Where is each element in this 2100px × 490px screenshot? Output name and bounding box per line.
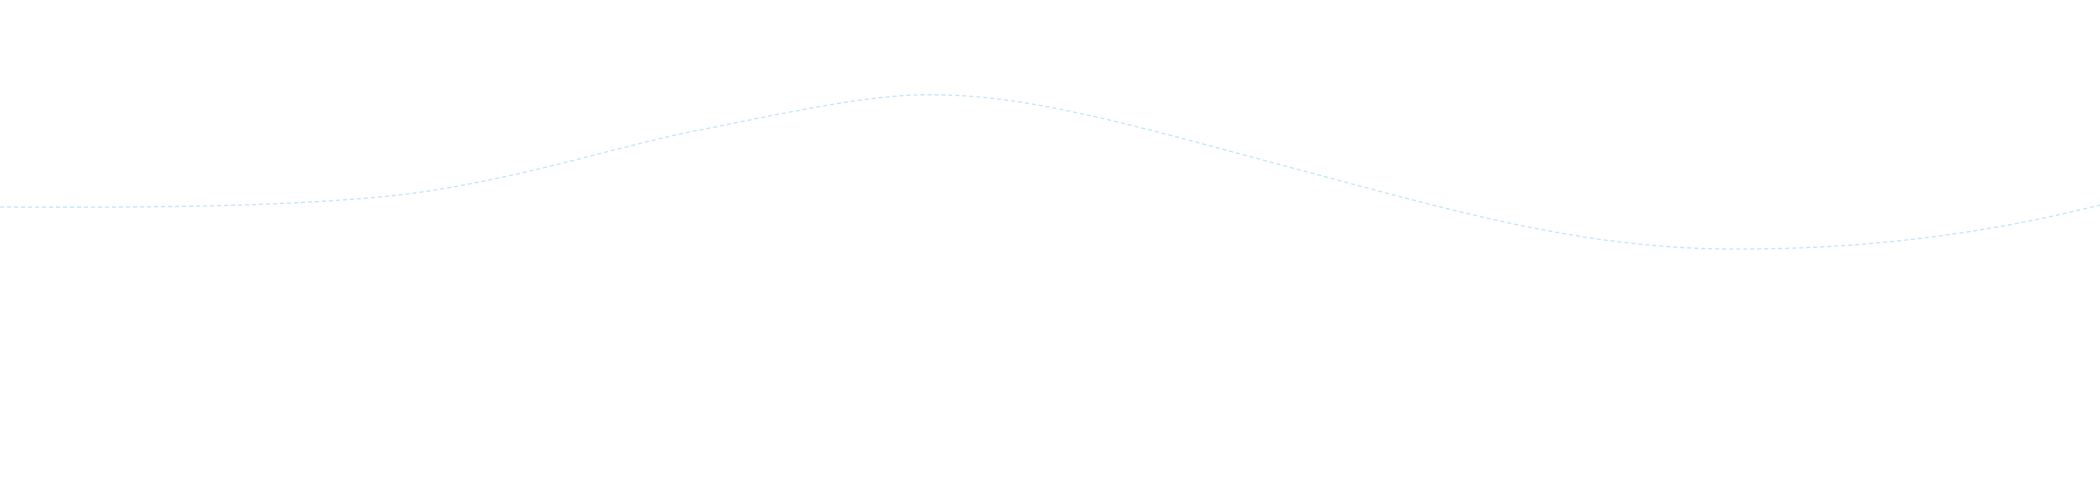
decorative-wave xyxy=(0,94,2100,250)
